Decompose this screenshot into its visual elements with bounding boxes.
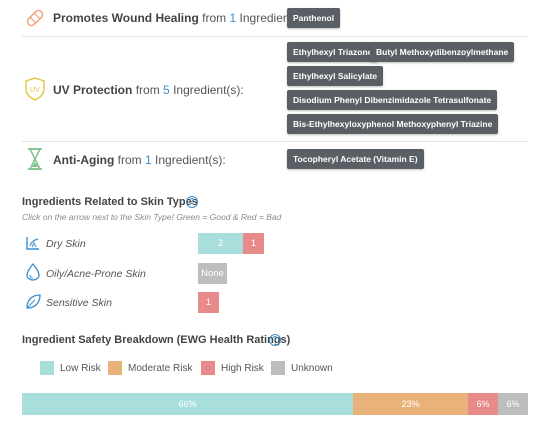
benefit-from: from	[202, 11, 227, 25]
bad-count-badge[interactable]: 1	[198, 292, 219, 313]
benefit-anti-aging: Anti-Aging from 1 Ingredient(s):	[53, 153, 226, 167]
legend-swatch-moderate	[108, 361, 122, 375]
legend-label-high: High Risk	[221, 363, 264, 374]
benefit-from: from	[117, 153, 142, 167]
none-badge[interactable]: None	[198, 263, 227, 284]
skin-type-sensitive: Sensitive Skin	[46, 297, 112, 309]
benefit-name: Promotes Wound Healing	[53, 11, 199, 25]
ingredient-tag[interactable]: Butyl Methoxydibenzoylmethane	[370, 42, 515, 62]
benefit-from-suffix: Ingredient(s):	[173, 83, 244, 97]
ingredient-count: 1	[145, 153, 152, 167]
skin-type-oily: Oily/Acne-Prone Skin	[46, 268, 146, 280]
uv-shield-icon: UV	[24, 77, 46, 101]
legend-swatch-unknown	[271, 361, 285, 375]
legend-swatch-high	[201, 361, 215, 375]
dry-skin-icon	[24, 234, 42, 252]
safety-bar-segment-unknown: 6%	[498, 393, 528, 415]
skin-types-hint: Click on the arrow next to the Skin Type…	[22, 212, 282, 222]
divider	[22, 141, 528, 142]
skin-types-title: Ingredients Related to Skin Types	[22, 196, 198, 208]
divider	[22, 36, 528, 37]
safety-title: Ingredient Safety Breakdown (EWG Health …	[22, 334, 291, 346]
ingredient-tag[interactable]: Ethylhexyl Salicylate	[287, 66, 384, 86]
benefit-uv-protection: UV Protection from 5 Ingredient(s):	[53, 83, 244, 97]
safety-bar-segment-high: 6%	[468, 393, 498, 415]
bandage-icon	[24, 7, 46, 29]
legend-label-unknown: Unknown	[291, 363, 333, 374]
benefit-name: Anti-Aging	[53, 153, 115, 167]
ingredient-tag[interactable]: Disodium Phenyl Dibenzimidazole Tetrasul…	[287, 90, 498, 110]
benefit-from-suffix: Ingredient(s):	[155, 153, 226, 167]
legend-label-moderate: Moderate Risk	[128, 363, 193, 374]
ingredient-tag[interactable]: Tocopheryl Acetate (Vitamin E)	[287, 149, 424, 169]
legend-swatch-low	[40, 361, 54, 375]
good-count-badge[interactable]: 2	[198, 233, 243, 254]
benefit-from: from	[135, 83, 160, 97]
ingredient-tag[interactable]: Panthenol	[287, 8, 341, 28]
legend-label-low: Low Risk	[60, 363, 101, 374]
ingredient-tag[interactable]: Bis-Ethylhexyloxyphenol Methoxyphenyl Tr…	[287, 114, 499, 134]
ingredient-tag[interactable]: Ethylhexyl Triazone	[287, 42, 379, 62]
benefit-name: UV Protection	[53, 83, 133, 97]
ingredient-count: 5	[163, 83, 170, 97]
safety-bar-segment-low: 66%	[22, 393, 353, 415]
hourglass-icon	[25, 147, 45, 171]
bad-count-badge[interactable]: 1	[243, 233, 264, 254]
help-icon[interactable]: ?	[269, 334, 281, 346]
help-icon[interactable]: ?	[186, 196, 198, 208]
benefit-wound-healing: Promotes Wound Healing from 1 Ingredient…	[53, 11, 310, 25]
skin-type-dry: Dry Skin	[46, 238, 86, 250]
leaf-icon	[25, 293, 42, 310]
uv-icon-text: UV	[30, 87, 40, 94]
safety-bar-segment-moderate: 23%	[353, 393, 468, 415]
droplet-icon	[25, 263, 41, 281]
ingredient-count: 1	[229, 11, 237, 25]
